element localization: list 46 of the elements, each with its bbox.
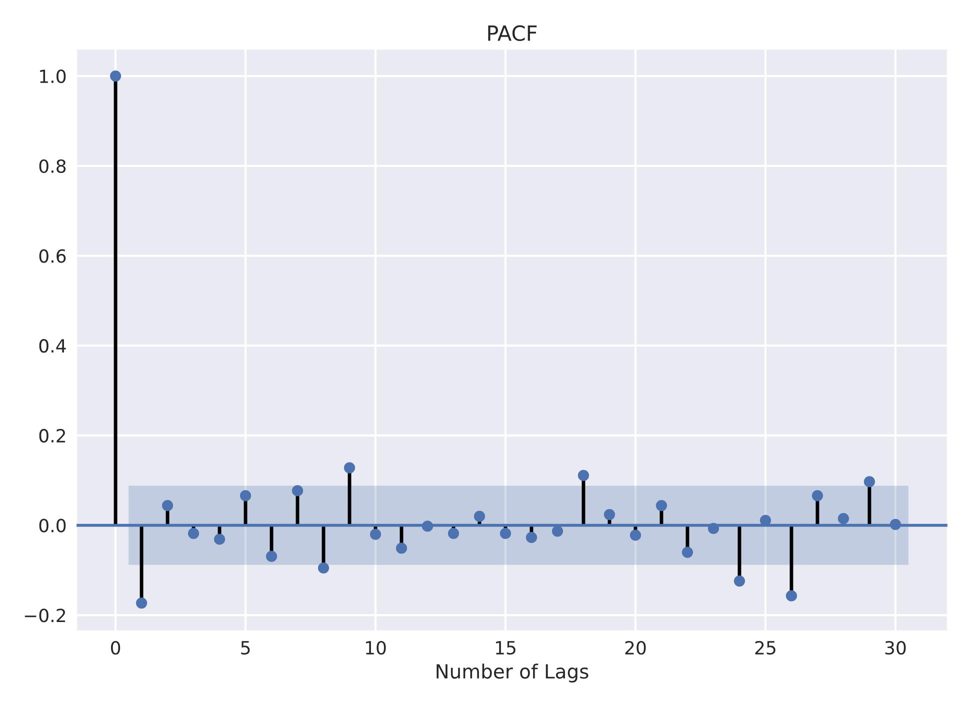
x-tick-label: 0 xyxy=(111,640,120,655)
point xyxy=(344,462,356,474)
y-tick-label: −0.2 xyxy=(24,608,66,622)
point xyxy=(526,532,538,544)
point xyxy=(214,534,226,545)
point xyxy=(708,522,720,534)
point xyxy=(396,542,408,554)
point xyxy=(318,562,330,574)
point xyxy=(110,70,122,82)
point xyxy=(864,476,875,488)
point xyxy=(682,546,694,558)
chart-title: PACF xyxy=(488,25,537,42)
point xyxy=(448,528,460,539)
point xyxy=(266,550,278,562)
point xyxy=(474,510,486,522)
point xyxy=(604,508,616,520)
point xyxy=(812,490,824,502)
x-tick-label: 10 xyxy=(366,640,386,655)
point xyxy=(656,500,668,512)
point xyxy=(734,575,746,587)
point xyxy=(136,597,148,609)
point xyxy=(188,528,200,539)
point xyxy=(370,528,382,540)
point xyxy=(890,518,901,530)
y-tick-label: 0.4 xyxy=(39,339,66,353)
point xyxy=(422,520,434,532)
point xyxy=(578,470,590,481)
y-tick-label: 1.0 xyxy=(40,69,66,84)
x-tick-label: 15 xyxy=(496,641,516,655)
x-tick-label: 20 xyxy=(625,640,646,655)
point xyxy=(240,490,252,502)
point xyxy=(552,526,564,537)
y-tick-label: 0.2 xyxy=(39,428,66,443)
x-tick-label: 5 xyxy=(241,641,250,655)
point xyxy=(162,500,174,512)
point xyxy=(630,530,642,541)
x-tick-label: 25 xyxy=(755,640,776,655)
y-tick-label: 0.6 xyxy=(39,249,66,263)
point xyxy=(838,513,849,524)
x-axis-title: Number of Lags xyxy=(436,664,588,682)
y-tick-label: 0.0 xyxy=(39,518,66,532)
point xyxy=(786,590,798,602)
point xyxy=(292,485,304,496)
y-tick-label: 0.8 xyxy=(39,159,66,173)
point xyxy=(500,528,512,539)
x-tick-label: 30 xyxy=(885,640,906,655)
